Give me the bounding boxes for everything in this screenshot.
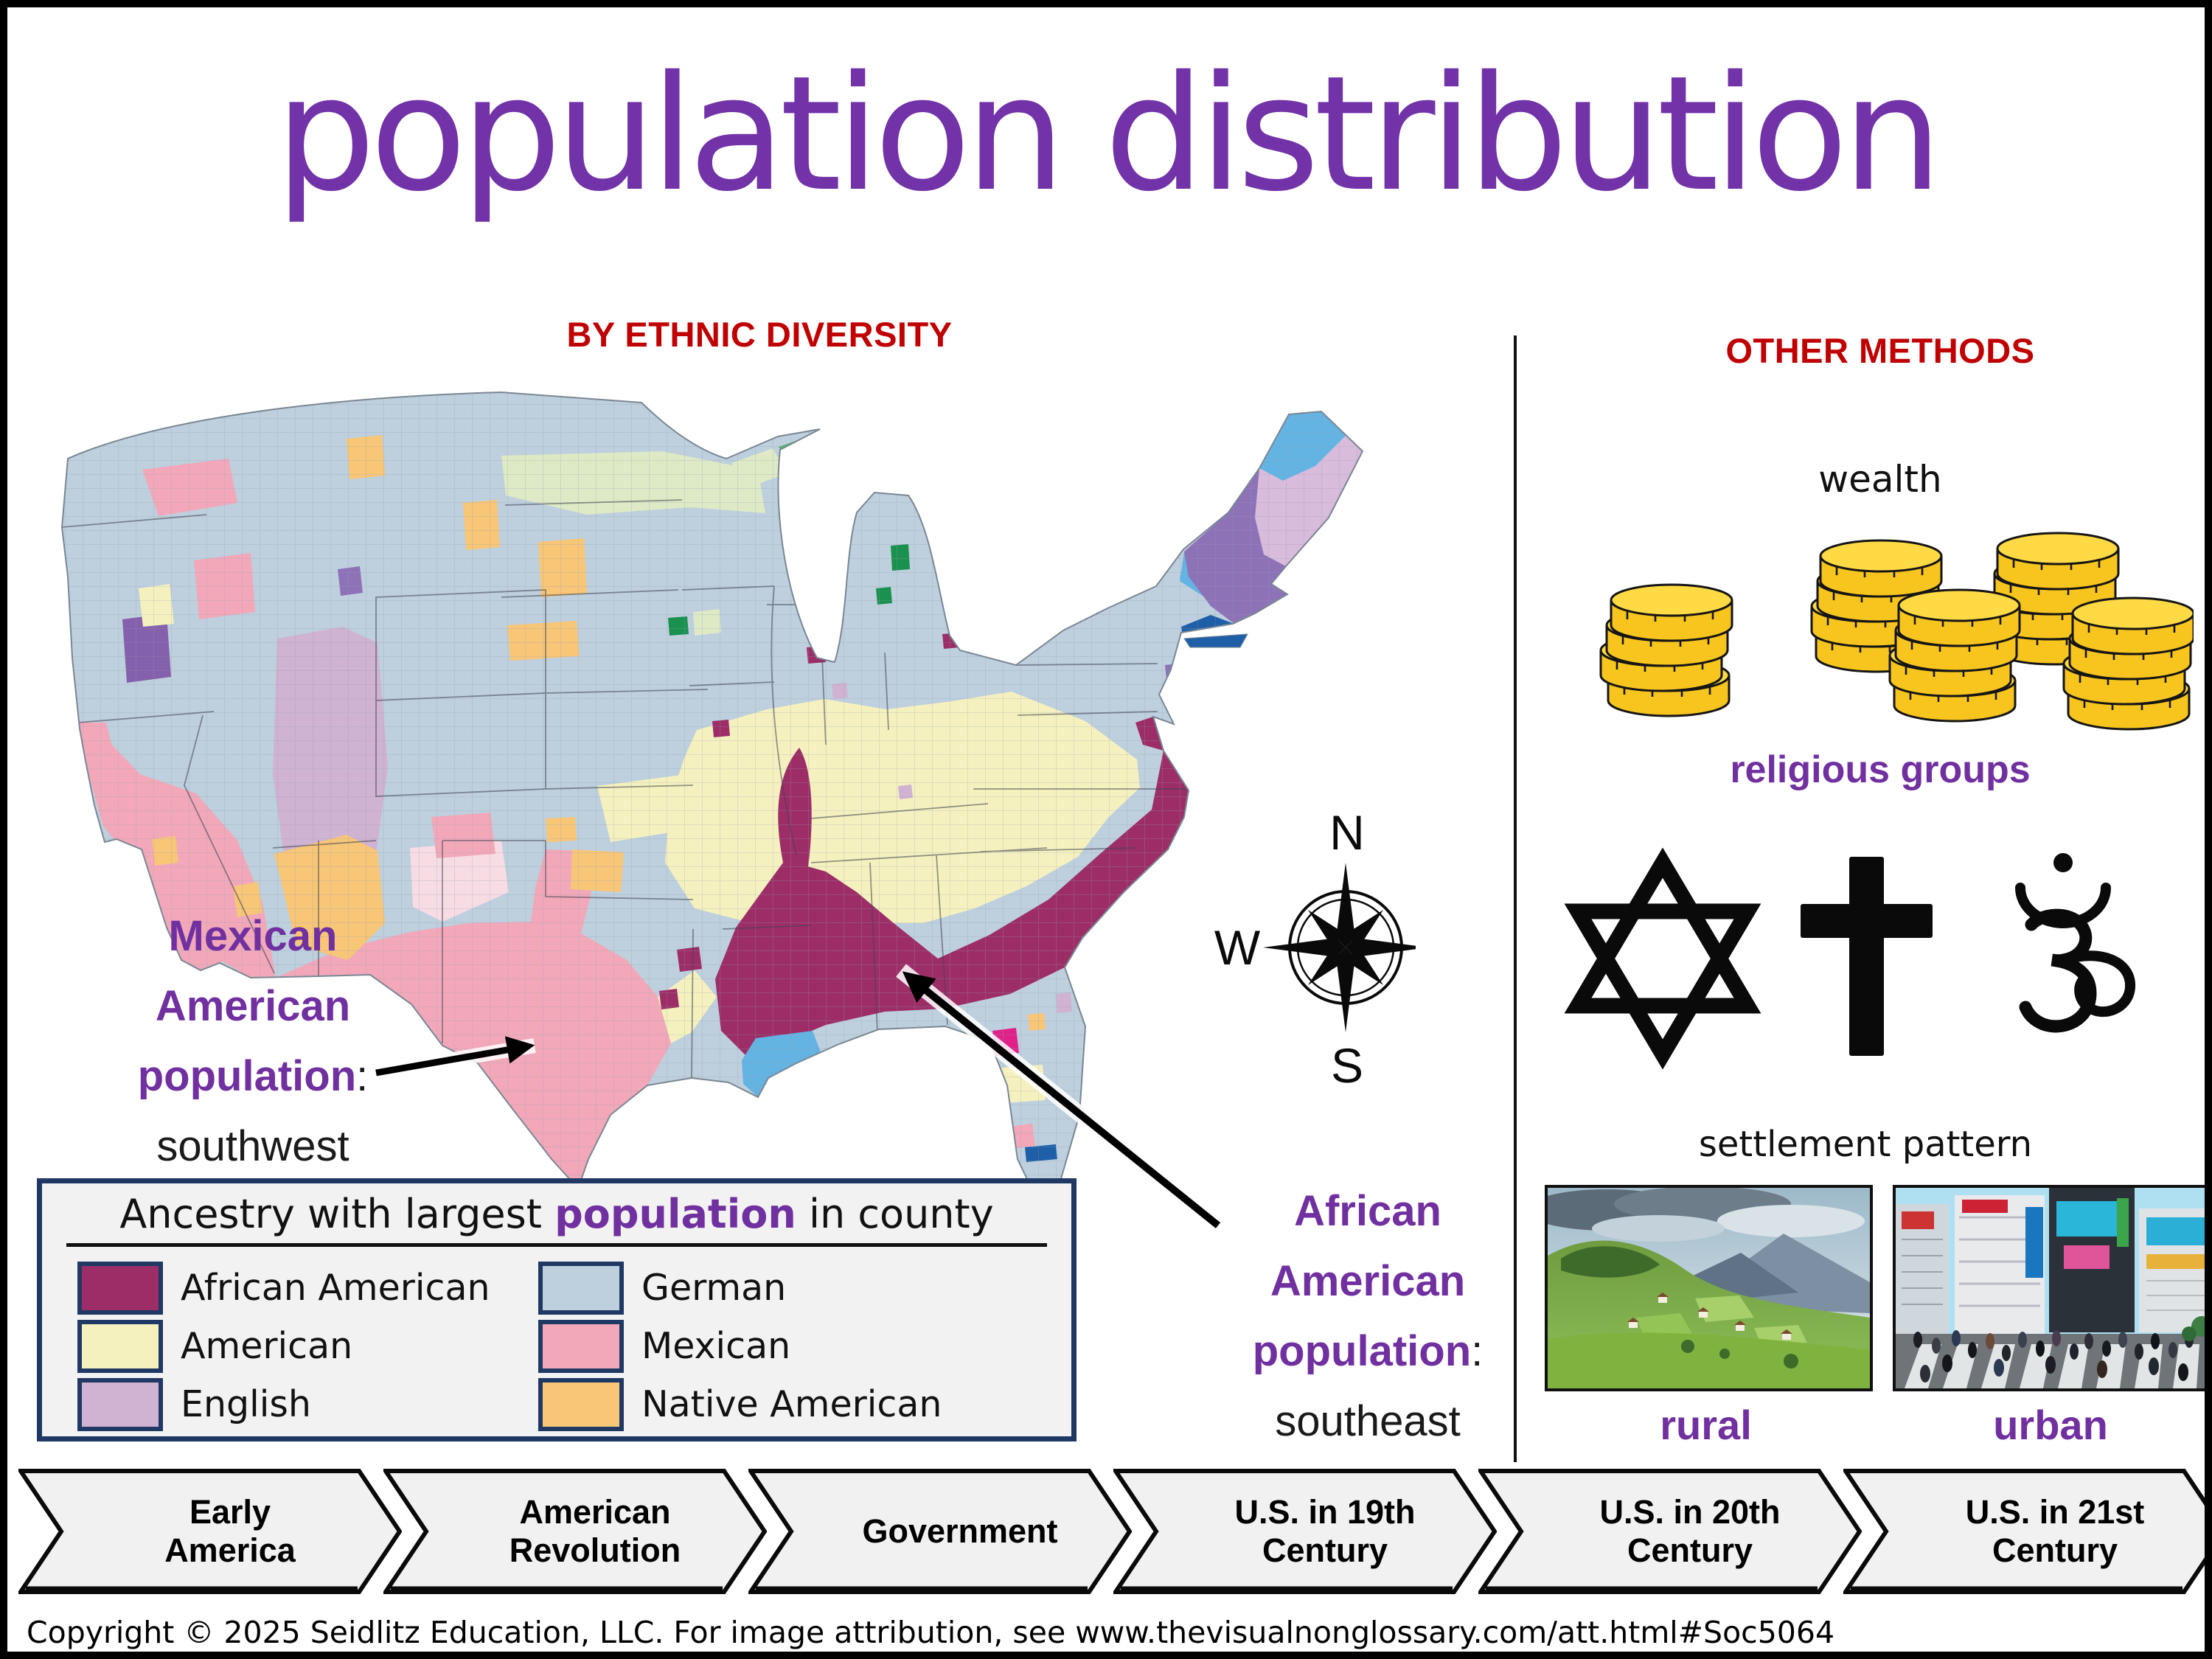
annotation-line: American [1270, 1257, 1466, 1305]
legend-title: Ancestry with largest population in coun… [119, 1191, 994, 1237]
annotation-african-american: African American population: southeast [1224, 1176, 1512, 1456]
map-long-island [1183, 633, 1248, 648]
heading-other-methods: OTHER METHODS [1725, 331, 2035, 370]
legend-label: German [641, 1267, 787, 1309]
legend-swatch [538, 1261, 624, 1315]
annotation-line: African [1294, 1187, 1441, 1235]
annotation-region: southeast [1275, 1397, 1461, 1445]
timeline-item-american-revolution: American Revolution [381, 1469, 768, 1594]
timeline-item-us-21st-century: U.S. in 21st Century [1841, 1469, 2205, 1594]
copyright-notice: Copyright © 2025 Seidlitz Education, LLC… [27, 1615, 1835, 1650]
coins-illustration [1599, 532, 2194, 731]
compass-rose-icon: N S W E [1214, 805, 1416, 1093]
annotation-line: Mexican [168, 912, 338, 960]
legend-item: German [538, 1261, 1010, 1315]
legend-item: African American [77, 1261, 538, 1315]
rural-photo [1545, 1185, 1873, 1391]
rural-label: rural [1660, 1402, 1752, 1448]
legend-swatch [538, 1319, 624, 1373]
timeline-item-us-20th-century: U.S. in 20th Century [1476, 1469, 1863, 1594]
legend-label: Native American [641, 1383, 942, 1425]
map-legend: Ancestry with largest population in coun… [37, 1178, 1077, 1441]
urban-crossing-illustration [1896, 1188, 2205, 1388]
timeline-item-government: Government [746, 1469, 1133, 1594]
legend-item: Mexican [538, 1319, 1010, 1373]
annotation-region: southwest [156, 1122, 349, 1170]
urban-photo [1893, 1185, 2205, 1391]
timeline-item-us-19th-century: U.S. in 19th Century [1111, 1469, 1498, 1594]
crowd-dots [1913, 1330, 2194, 1382]
religious-groups-label: religious groups [1730, 748, 2031, 791]
annotation-mexican-american: Mexican American population: southwest [102, 901, 404, 1181]
christian-cross-icon [1801, 857, 1933, 1056]
annotation-line: population: [137, 1052, 369, 1100]
state-borders [62, 499, 1187, 1079]
annotation-arrows [375, 964, 1223, 1232]
legend-item: American [77, 1319, 538, 1373]
legend-item: Native American [538, 1377, 1010, 1431]
star-of-david-icon [1564, 848, 1761, 1069]
farm-houses [1627, 1293, 1792, 1340]
annotation-line: American [155, 982, 351, 1030]
annotation-line: population: [1252, 1327, 1484, 1375]
coin-pile-large-icon [1810, 532, 2194, 731]
us-ancestry-map: N S W E [60, 391, 1416, 1232]
arrow-to-southwest [375, 1036, 535, 1077]
legend-swatch [77, 1319, 163, 1373]
page-title: population distribution [275, 41, 1943, 226]
compass-west-label: W [1214, 920, 1261, 975]
heading-ethnic-diversity: BY ETHNIC DIVERSITY [566, 315, 953, 354]
legend-label: English [181, 1383, 311, 1425]
om-icon [2015, 853, 2135, 1033]
rural-landscape-illustration [1548, 1188, 1870, 1388]
legend-label: American [181, 1325, 353, 1367]
section-divider [1514, 335, 1517, 1462]
compass-south-label: S [1331, 1038, 1363, 1093]
legend-swatch [538, 1377, 624, 1431]
legend-label: Mexican [641, 1325, 791, 1367]
legend-divider [66, 1243, 1047, 1248]
legend-label: African American [181, 1267, 490, 1309]
coin-stack-small-icon [1599, 583, 1733, 717]
arrow-to-southeast [902, 971, 1221, 1228]
settlement-pattern-label: settlement pattern [1698, 1124, 2033, 1165]
us-outline [60, 391, 1364, 1194]
legend-swatch [77, 1261, 163, 1315]
legend-swatch [77, 1377, 163, 1431]
wealth-label: wealth [1818, 458, 1942, 501]
compass-north-label: N [1329, 805, 1365, 860]
urban-label: urban [1993, 1402, 2108, 1448]
legend-item: English [77, 1377, 538, 1431]
timeline-item-early-america: Early America [16, 1469, 403, 1594]
religious-symbols [1564, 848, 2135, 1069]
